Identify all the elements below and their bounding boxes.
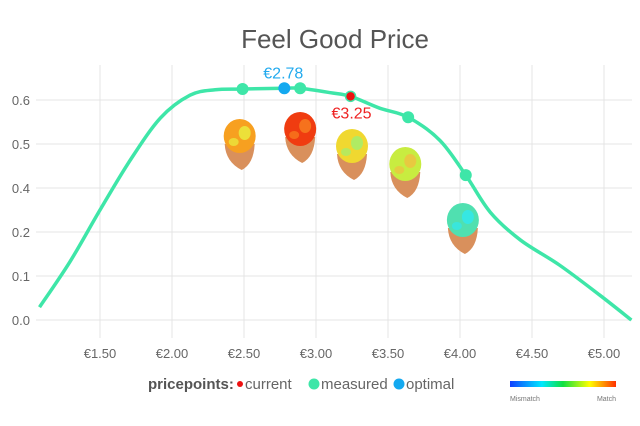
y-tick-label: 0.6 (12, 93, 30, 108)
legend: pricepoints: current measured optimal (148, 376, 454, 393)
colorbar-gradient (510, 381, 616, 387)
optimal-pricepoint[interactable] (278, 82, 291, 95)
legend-title: pricepoints: (148, 376, 234, 393)
current-price-label: €3.25 (332, 105, 372, 122)
colorbar: Mismatch Match (510, 381, 616, 403)
legend-current-marker (237, 381, 243, 387)
head-heatmap (284, 112, 317, 163)
head-heatmap (446, 203, 479, 254)
legend-optimal-marker (393, 378, 405, 390)
measured-pricepoint[interactable] (459, 169, 472, 182)
legend-current-label: current (245, 376, 293, 393)
chart-title: Feel Good Price (241, 24, 429, 54)
x-tick-label: €4.50 (516, 346, 549, 361)
legend-optimal-label: optimal (406, 376, 454, 393)
head-heatmap (336, 129, 368, 180)
head-heatmap (223, 119, 256, 170)
x-tick-label: €1.50 (84, 346, 117, 361)
colorbar-high-label: Match (597, 396, 616, 403)
y-tick-label: 0.4 (12, 181, 30, 196)
legend-measured-label: measured (321, 376, 388, 393)
y-tick-label: 0.2 (12, 225, 30, 240)
y-tick-label: 0.1 (12, 269, 30, 284)
colorbar-low-label: Mismatch (510, 396, 540, 403)
legend-measured-marker (308, 378, 320, 390)
feel-good-curve (38, 86, 633, 322)
optimal-price-label: €2.78 (263, 65, 303, 82)
head-heatmap (389, 147, 422, 198)
x-tick-label: €3.50 (372, 346, 405, 361)
x-tick-label: €2.00 (156, 346, 189, 361)
measured-pricepoint[interactable] (402, 111, 415, 124)
current-pricepoint[interactable] (344, 90, 357, 103)
measured-pricepoint[interactable] (294, 82, 307, 95)
x-tick-label: €5.00 (588, 346, 621, 361)
y-tick-label: 0.0 (12, 313, 30, 328)
y-tick-label: 0.5 (12, 137, 30, 152)
measured-pricepoint[interactable] (236, 83, 249, 95)
x-tick-label: €3.00 (300, 346, 333, 361)
x-tick-label: €4.00 (444, 346, 477, 361)
x-tick-label: €2.50 (228, 346, 261, 361)
